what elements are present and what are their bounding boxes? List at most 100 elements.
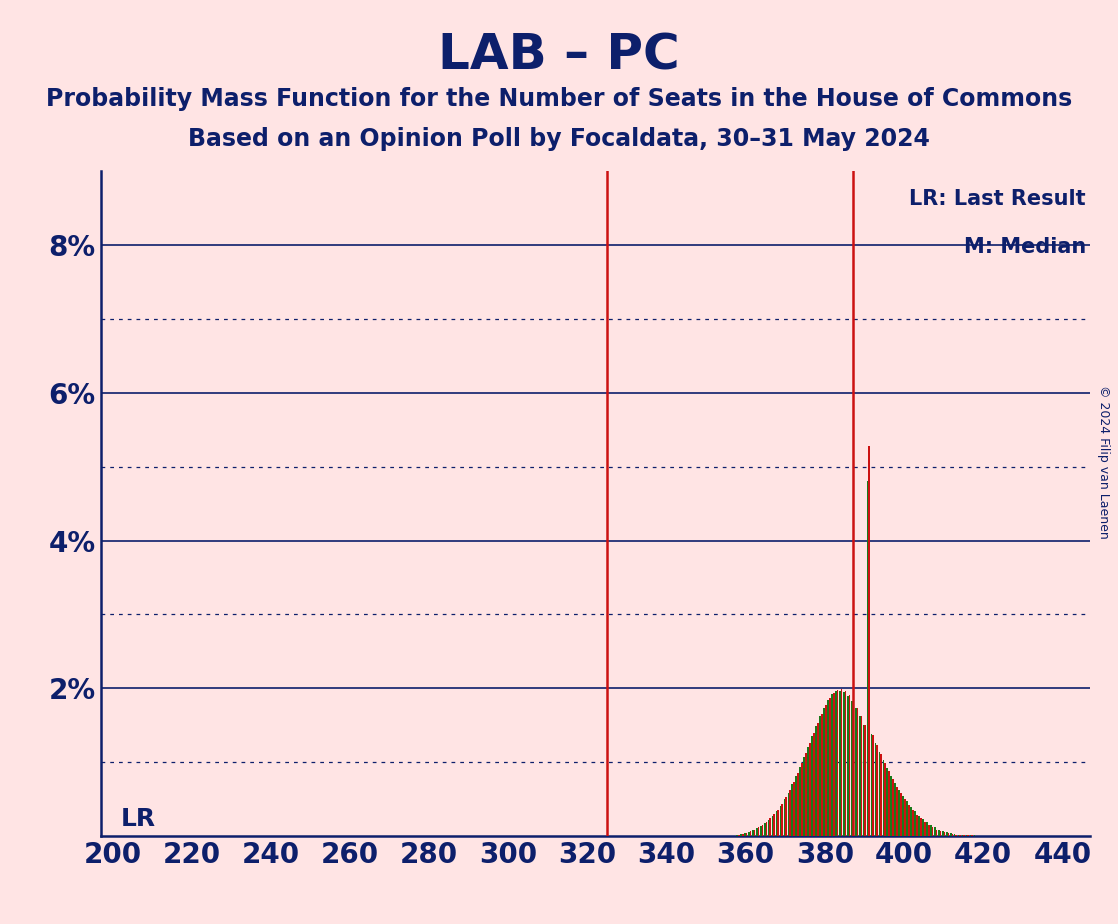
Bar <box>774 814 775 836</box>
Bar <box>787 793 789 836</box>
Bar <box>817 723 818 836</box>
Bar <box>939 831 941 836</box>
Text: LR: LR <box>121 807 155 831</box>
Bar <box>736 834 738 836</box>
Bar <box>793 782 795 836</box>
Bar <box>918 816 920 836</box>
Bar <box>956 834 957 836</box>
Bar <box>899 790 900 836</box>
Bar <box>754 830 756 836</box>
Bar <box>761 825 764 836</box>
Bar <box>900 794 902 836</box>
Bar <box>795 775 797 836</box>
Bar <box>926 822 928 836</box>
Bar <box>776 811 777 836</box>
Bar <box>792 784 793 836</box>
Bar <box>954 834 956 836</box>
Bar <box>888 772 890 836</box>
Bar <box>750 831 751 836</box>
Bar <box>807 747 809 836</box>
Bar <box>884 763 885 836</box>
Bar <box>740 834 741 836</box>
Bar <box>802 763 803 836</box>
Bar <box>799 767 802 836</box>
Bar <box>959 834 961 836</box>
Bar <box>831 694 833 836</box>
Bar <box>768 820 769 836</box>
Bar <box>863 725 864 836</box>
Bar <box>920 819 921 836</box>
Bar <box>813 733 815 836</box>
Bar <box>958 834 959 836</box>
Bar <box>855 709 856 836</box>
Text: M: Median: M: Median <box>964 237 1086 258</box>
Bar <box>864 725 866 836</box>
Bar <box>894 783 897 836</box>
Bar <box>789 790 792 836</box>
Bar <box>815 726 817 836</box>
Bar <box>821 713 823 836</box>
Bar <box>809 743 811 836</box>
Bar <box>941 831 944 836</box>
Bar <box>849 695 851 836</box>
Bar <box>746 833 748 836</box>
Bar <box>758 827 759 836</box>
Bar <box>836 690 838 836</box>
Bar <box>827 700 828 836</box>
Bar <box>871 735 872 836</box>
Bar <box>833 693 834 836</box>
Bar <box>869 446 870 836</box>
Text: Probability Mass Function for the Number of Seats in the House of Commons: Probability Mass Function for the Number… <box>46 87 1072 111</box>
Bar <box>843 692 845 836</box>
Bar <box>915 811 916 836</box>
Bar <box>835 691 836 836</box>
Bar <box>890 775 892 836</box>
Bar <box>934 827 936 836</box>
Text: LR: Last Result: LR: Last Result <box>909 189 1086 210</box>
Bar <box>805 753 807 836</box>
Bar <box>812 736 813 836</box>
Bar <box>851 701 853 836</box>
Bar <box>756 828 758 836</box>
Bar <box>819 716 821 836</box>
Bar <box>880 754 882 836</box>
Bar <box>951 834 954 836</box>
Bar <box>785 797 787 836</box>
Bar <box>866 480 869 836</box>
Bar <box>897 786 898 836</box>
Bar <box>923 822 926 836</box>
Bar <box>764 823 766 836</box>
Bar <box>892 779 894 836</box>
Bar <box>948 833 949 836</box>
Bar <box>825 705 826 836</box>
Bar <box>856 708 859 836</box>
Bar <box>847 696 849 836</box>
Bar <box>931 827 934 836</box>
Text: Based on an Opinion Poll by Focaldata, 30–31 May 2024: Based on an Opinion Poll by Focaldata, 3… <box>188 127 930 151</box>
Bar <box>771 816 774 836</box>
Bar <box>752 831 754 836</box>
Bar <box>928 825 929 836</box>
Bar <box>828 698 831 836</box>
Bar <box>845 690 846 836</box>
Bar <box>902 796 904 836</box>
Bar <box>938 830 939 836</box>
Bar <box>741 834 743 836</box>
Bar <box>910 807 912 836</box>
Bar <box>946 832 948 836</box>
Bar <box>944 832 946 836</box>
Bar <box>766 822 767 836</box>
Bar <box>779 806 781 836</box>
Bar <box>912 810 913 836</box>
Text: © 2024 Filip van Laenen: © 2024 Filip van Laenen <box>1097 385 1110 539</box>
Bar <box>784 799 785 836</box>
Bar <box>823 708 825 836</box>
Bar <box>760 826 761 836</box>
Bar <box>877 745 878 836</box>
Bar <box>748 832 750 836</box>
Bar <box>874 743 877 836</box>
Bar <box>930 825 931 836</box>
Bar <box>907 801 908 836</box>
Bar <box>887 768 888 836</box>
Bar <box>797 772 799 836</box>
